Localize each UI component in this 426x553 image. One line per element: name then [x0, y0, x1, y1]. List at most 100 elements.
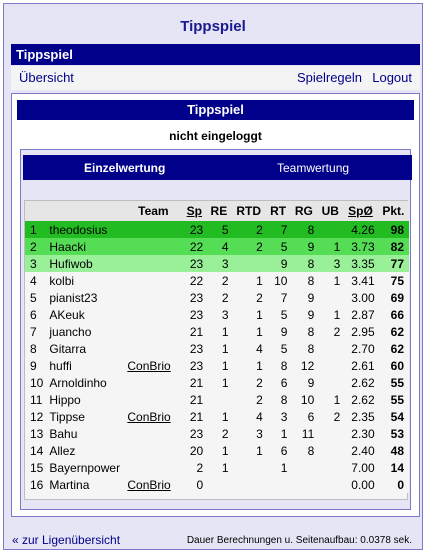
points-cell: 62: [377, 340, 409, 357]
games-cell: 2: [182, 459, 207, 476]
rg-cell: [290, 476, 318, 493]
ub-cell: 3: [317, 255, 344, 272]
player-name: juancho: [46, 323, 125, 340]
avg-cell: 2.87: [343, 306, 378, 323]
team-link: [124, 442, 183, 459]
points-cell: 0: [377, 476, 409, 493]
player-name: pianist23: [46, 289, 125, 306]
rtd-cell: 2: [231, 238, 266, 255]
points-cell: 66: [377, 306, 409, 323]
ub-cell: [317, 221, 344, 238]
re-cell: 1: [206, 459, 232, 476]
rules-link[interactable]: Spielregeln: [296, 70, 362, 85]
ranking-table: Team Sp RE RTD RT RG UB SpØ Pkt. 1 theodo…: [25, 201, 409, 493]
rg-cell: 6: [290, 408, 318, 425]
rtd-cell: 1: [231, 306, 266, 323]
col-team: Team: [124, 201, 183, 221]
team-link: [124, 289, 183, 306]
player-name: kolbi: [46, 272, 125, 289]
panel-title: Tippspiel: [17, 100, 414, 120]
rank-cell: 3: [25, 255, 47, 272]
tab-team-ranking[interactable]: Teamwertung: [277, 161, 350, 175]
rtd-cell: 1: [231, 442, 266, 459]
games-cell: 22: [182, 272, 207, 289]
avg-cell: 2.40: [343, 442, 378, 459]
points-cell: 75: [377, 272, 409, 289]
col-rg: RG: [290, 201, 318, 221]
rtd-cell: 3: [231, 425, 266, 442]
rank-cell: 7: [25, 323, 47, 340]
rank-cell: 4: [25, 272, 47, 289]
games-cell: 21: [182, 374, 207, 391]
team-link: [124, 323, 183, 340]
avg-cell: 2.62: [343, 374, 378, 391]
col-ub: UB: [317, 201, 344, 221]
rtd-cell: 2: [231, 289, 266, 306]
col-avg-sort[interactable]: SpØ: [343, 201, 378, 221]
ub-cell: 1: [317, 238, 344, 255]
points-cell: 77: [377, 255, 409, 272]
team-link: [124, 425, 183, 442]
team-link[interactable]: ConBrio: [124, 408, 183, 425]
games-cell: 23: [182, 357, 207, 374]
games-cell: 23: [182, 340, 207, 357]
rank-cell: 13: [25, 425, 47, 442]
games-cell: 23: [182, 425, 207, 442]
tab-single-ranking[interactable]: Einzelwertung: [84, 161, 166, 175]
table-row: 1 theodosius 23 5 2 7 8 4.26 98: [25, 221, 409, 238]
avg-cell: 3.00: [343, 289, 378, 306]
avg-cell: 2.35: [343, 408, 378, 425]
games-cell: 20: [182, 442, 207, 459]
rtd-cell: 4: [231, 408, 266, 425]
team-link: [124, 391, 183, 408]
overview-link[interactable]: Übersicht: [19, 70, 74, 85]
re-cell: 1: [206, 323, 232, 340]
team-link[interactable]: ConBrio: [124, 357, 183, 374]
rt-cell: 3: [265, 408, 291, 425]
app-bar: Tippspiel: [11, 44, 420, 65]
table-row: 2 Haacki 22 4 2 5 9 1 3.73 82: [25, 238, 409, 255]
player-name: Arnoldinho: [46, 374, 125, 391]
rtd-cell: 1: [231, 357, 266, 374]
col-rt: RT: [265, 201, 291, 221]
rt-cell: 5: [265, 306, 291, 323]
ub-cell: [317, 374, 344, 391]
col-games-sort[interactable]: Sp: [182, 201, 207, 221]
player-name: Gitarra: [46, 340, 125, 357]
rt-cell: 5: [265, 340, 291, 357]
rank-cell: 15: [25, 459, 47, 476]
nav-bar: Übersicht Spielregeln Logout: [11, 66, 420, 90]
player-name: Haacki: [46, 238, 125, 255]
table-row: 16 Martina ConBrio 0 0.00 0: [25, 476, 409, 493]
points-cell: 53: [377, 425, 409, 442]
col-rank: [25, 201, 47, 221]
rank-cell: 14: [25, 442, 47, 459]
rt-cell: 1: [265, 425, 291, 442]
back-to-leagues-link[interactable]: « zur Ligenübersicht: [12, 533, 121, 547]
games-cell: 21: [182, 391, 207, 408]
rt-cell: 10: [265, 272, 291, 289]
logout-link[interactable]: Logout: [372, 70, 412, 85]
rank-cell: 10: [25, 374, 47, 391]
page-title: Tippspiel: [180, 18, 246, 35]
rt-cell: 6: [265, 374, 291, 391]
table-row: 5 pianist23 23 2 2 7 9 3.00 69: [25, 289, 409, 306]
rank-cell: 11: [25, 391, 47, 408]
player-name: Bahu: [46, 425, 125, 442]
team-link: [124, 238, 183, 255]
re-cell: 1: [206, 442, 232, 459]
rt-cell: 6: [265, 442, 291, 459]
rt-cell: 8: [265, 391, 291, 408]
team-link: [124, 221, 183, 238]
rg-cell: [290, 459, 318, 476]
table-row: 6 AKeuk 23 3 1 5 9 1 2.87 66: [25, 306, 409, 323]
col-re: RE: [206, 201, 232, 221]
rank-cell: 8: [25, 340, 47, 357]
points-cell: 55: [377, 391, 409, 408]
team-link[interactable]: ConBrio: [124, 476, 183, 493]
rank-cell: 5: [25, 289, 47, 306]
re-cell: 4: [206, 238, 232, 255]
rtd-cell: 2: [231, 221, 266, 238]
table-row: 9 huffi ConBrio 23 1 1 8 12 2.61 60: [25, 357, 409, 374]
ub-cell: [317, 476, 344, 493]
